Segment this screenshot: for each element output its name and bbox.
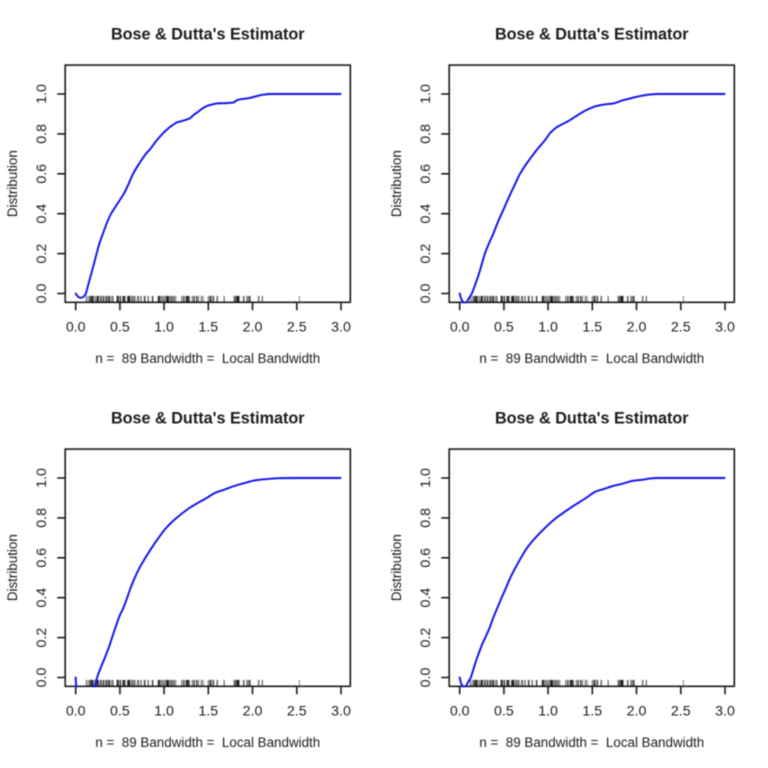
svg-text:3.0: 3.0	[331, 704, 351, 720]
svg-text:0.0: 0.0	[450, 320, 470, 336]
svg-text:1.0: 1.0	[34, 84, 50, 104]
svg-text:1.0: 1.0	[418, 84, 434, 104]
svg-text:2.0: 2.0	[243, 320, 263, 336]
svg-text:0.0: 0.0	[34, 284, 50, 304]
svg-text:0.8: 0.8	[418, 124, 434, 144]
svg-text:0.0: 0.0	[66, 704, 86, 720]
svg-text:3.0: 3.0	[715, 704, 735, 720]
svg-text:1.0: 1.0	[34, 468, 50, 488]
svg-text:Distribution: Distribution	[389, 534, 404, 601]
svg-text:1.0: 1.0	[538, 704, 558, 720]
svg-text:n = 89 Bandwidth = Local Ban: n = 89 Bandwidth = Local Bandwidth	[479, 735, 704, 750]
svg-text:0.4: 0.4	[418, 204, 434, 224]
svg-text:0.4: 0.4	[34, 588, 50, 608]
svg-text:0.8: 0.8	[418, 508, 434, 528]
svg-text:Bose & Dutta's Estimator: Bose & Dutta's Estimator	[495, 409, 689, 427]
svg-text:1.5: 1.5	[582, 704, 602, 720]
svg-text:0.4: 0.4	[418, 588, 434, 608]
svg-text:0.0: 0.0	[34, 668, 50, 688]
svg-text:n = 89 Bandwidth = Local Ban: n = 89 Bandwidth = Local Bandwidth	[479, 351, 704, 366]
svg-text:3.0: 3.0	[715, 320, 735, 336]
svg-text:0.0: 0.0	[450, 704, 470, 720]
svg-text:1.5: 1.5	[582, 320, 602, 336]
svg-text:0.6: 0.6	[418, 548, 434, 568]
svg-text:0.6: 0.6	[34, 548, 50, 568]
svg-text:0.0: 0.0	[418, 668, 434, 688]
svg-text:Distribution: Distribution	[5, 534, 20, 601]
svg-text:0.8: 0.8	[34, 124, 50, 144]
svg-text:n = 89 Bandwidth = Local Ban: n = 89 Bandwidth = Local Bandwidth	[95, 351, 320, 366]
svg-text:2.5: 2.5	[671, 320, 691, 336]
svg-text:0.2: 0.2	[418, 628, 434, 648]
svg-text:Bose & Dutta's Estimator: Bose & Dutta's Estimator	[111, 25, 305, 43]
svg-text:0.0: 0.0	[66, 320, 86, 336]
svg-text:1.0: 1.0	[418, 468, 434, 488]
svg-text:1.5: 1.5	[198, 704, 218, 720]
svg-text:2.5: 2.5	[671, 704, 691, 720]
svg-text:2.5: 2.5	[287, 704, 307, 720]
svg-text:0.2: 0.2	[418, 244, 434, 264]
svg-text:2.0: 2.0	[627, 704, 647, 720]
svg-text:2.5: 2.5	[287, 320, 307, 336]
svg-text:0.4: 0.4	[34, 204, 50, 224]
svg-text:0.8: 0.8	[34, 508, 50, 528]
svg-text:Distribution: Distribution	[389, 150, 404, 217]
svg-text:1.0: 1.0	[154, 704, 174, 720]
svg-text:0.5: 0.5	[494, 704, 514, 720]
svg-text:0.5: 0.5	[110, 320, 130, 336]
svg-text:1.0: 1.0	[154, 320, 174, 336]
svg-text:0.6: 0.6	[418, 164, 434, 184]
svg-text:2.0: 2.0	[627, 320, 647, 336]
svg-text:2.0: 2.0	[243, 704, 263, 720]
svg-text:Distribution: Distribution	[5, 150, 20, 217]
svg-text:n = 89 Bandwidth = Local Ban: n = 89 Bandwidth = Local Bandwidth	[95, 735, 320, 750]
svg-text:3.0: 3.0	[331, 320, 351, 336]
svg-text:Bose & Dutta's Estimator: Bose & Dutta's Estimator	[495, 25, 689, 43]
svg-text:Bose & Dutta's Estimator: Bose & Dutta's Estimator	[111, 409, 305, 427]
svg-text:0.6: 0.6	[34, 164, 50, 184]
svg-text:0.2: 0.2	[34, 628, 50, 648]
svg-text:0.0: 0.0	[418, 284, 434, 304]
svg-text:0.5: 0.5	[110, 704, 130, 720]
svg-text:0.5: 0.5	[494, 320, 514, 336]
svg-text:1.0: 1.0	[538, 320, 558, 336]
svg-text:0.2: 0.2	[34, 244, 50, 264]
svg-text:1.5: 1.5	[198, 320, 218, 336]
